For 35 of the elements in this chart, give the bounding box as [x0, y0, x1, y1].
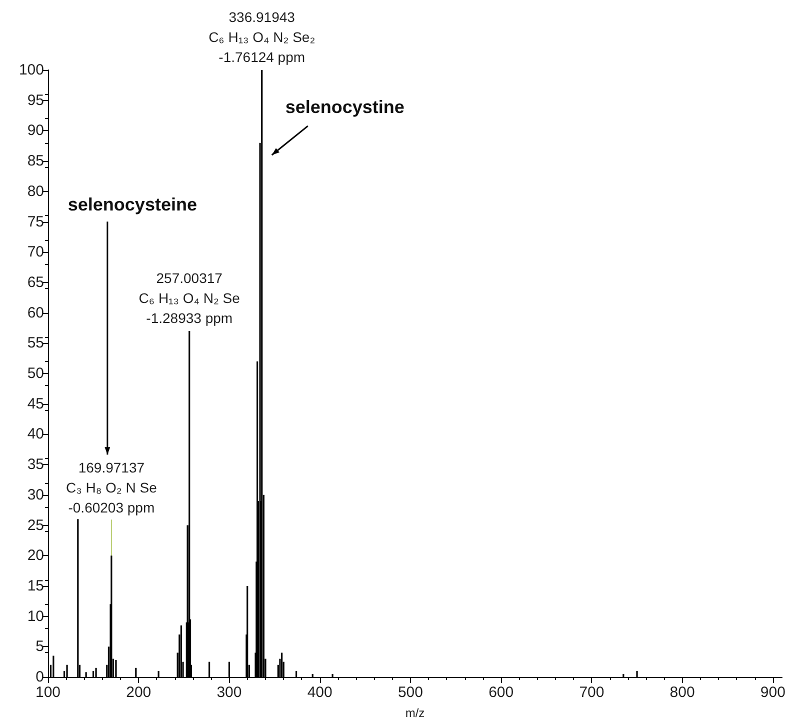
x-tick-label: 700: [579, 684, 604, 701]
y-tick-label: 70: [27, 244, 44, 261]
annotation: selenocysteine: [68, 194, 197, 215]
y-tick-label: 85: [27, 152, 44, 170]
y-tick-label: 100: [18, 62, 44, 78]
x-tick-label: 900: [760, 684, 786, 701]
y-tick-label: 25: [27, 516, 44, 534]
y-tick-label: 60: [27, 304, 44, 322]
y-tick-label: 20: [27, 547, 44, 564]
x-tick-label: 600: [488, 684, 514, 701]
annotation: 336.91943 C₆ H₁₃ O₄ N₂ Se₂ -1.76124 ppm: [208, 9, 316, 65]
x-tick-label: 400: [307, 684, 332, 701]
y-tick-label: 80: [27, 182, 44, 200]
y-tick-label: 90: [27, 122, 44, 140]
y-tick-label: 75: [27, 213, 44, 230]
x-tick-label: 500: [398, 684, 423, 701]
y-tick-label: 50: [27, 365, 44, 382]
y-tick-label: 40: [27, 426, 44, 443]
x-tick-label: 300: [216, 684, 242, 701]
y-tick-label: 65: [27, 274, 44, 291]
y-tick-label: 15: [27, 577, 44, 594]
y-tick-label: 10: [27, 608, 44, 625]
y-tick-label: 0: [36, 668, 44, 686]
x-axis-title: m/z: [405, 706, 425, 720]
y-tick-label: 30: [27, 486, 44, 504]
y-tick-label: 45: [27, 395, 44, 412]
annotation: 169.97137 C₃ H₈ O₂ N Se -0.60203 ppm: [66, 460, 158, 516]
annotation: selenocystine: [285, 97, 404, 117]
annotation: 257.00317 C₆ H₁₃ O₄ N₂ Se -1.28933 ppm: [138, 270, 240, 326]
y-tick-label: 95: [27, 92, 44, 109]
y-tick-label: 55: [27, 334, 44, 352]
y-tick-label: 35: [27, 456, 44, 474]
x-tick-label: 800: [670, 684, 695, 701]
y-tick-label: 5: [36, 638, 44, 656]
x-tick-label: 200: [126, 684, 152, 701]
